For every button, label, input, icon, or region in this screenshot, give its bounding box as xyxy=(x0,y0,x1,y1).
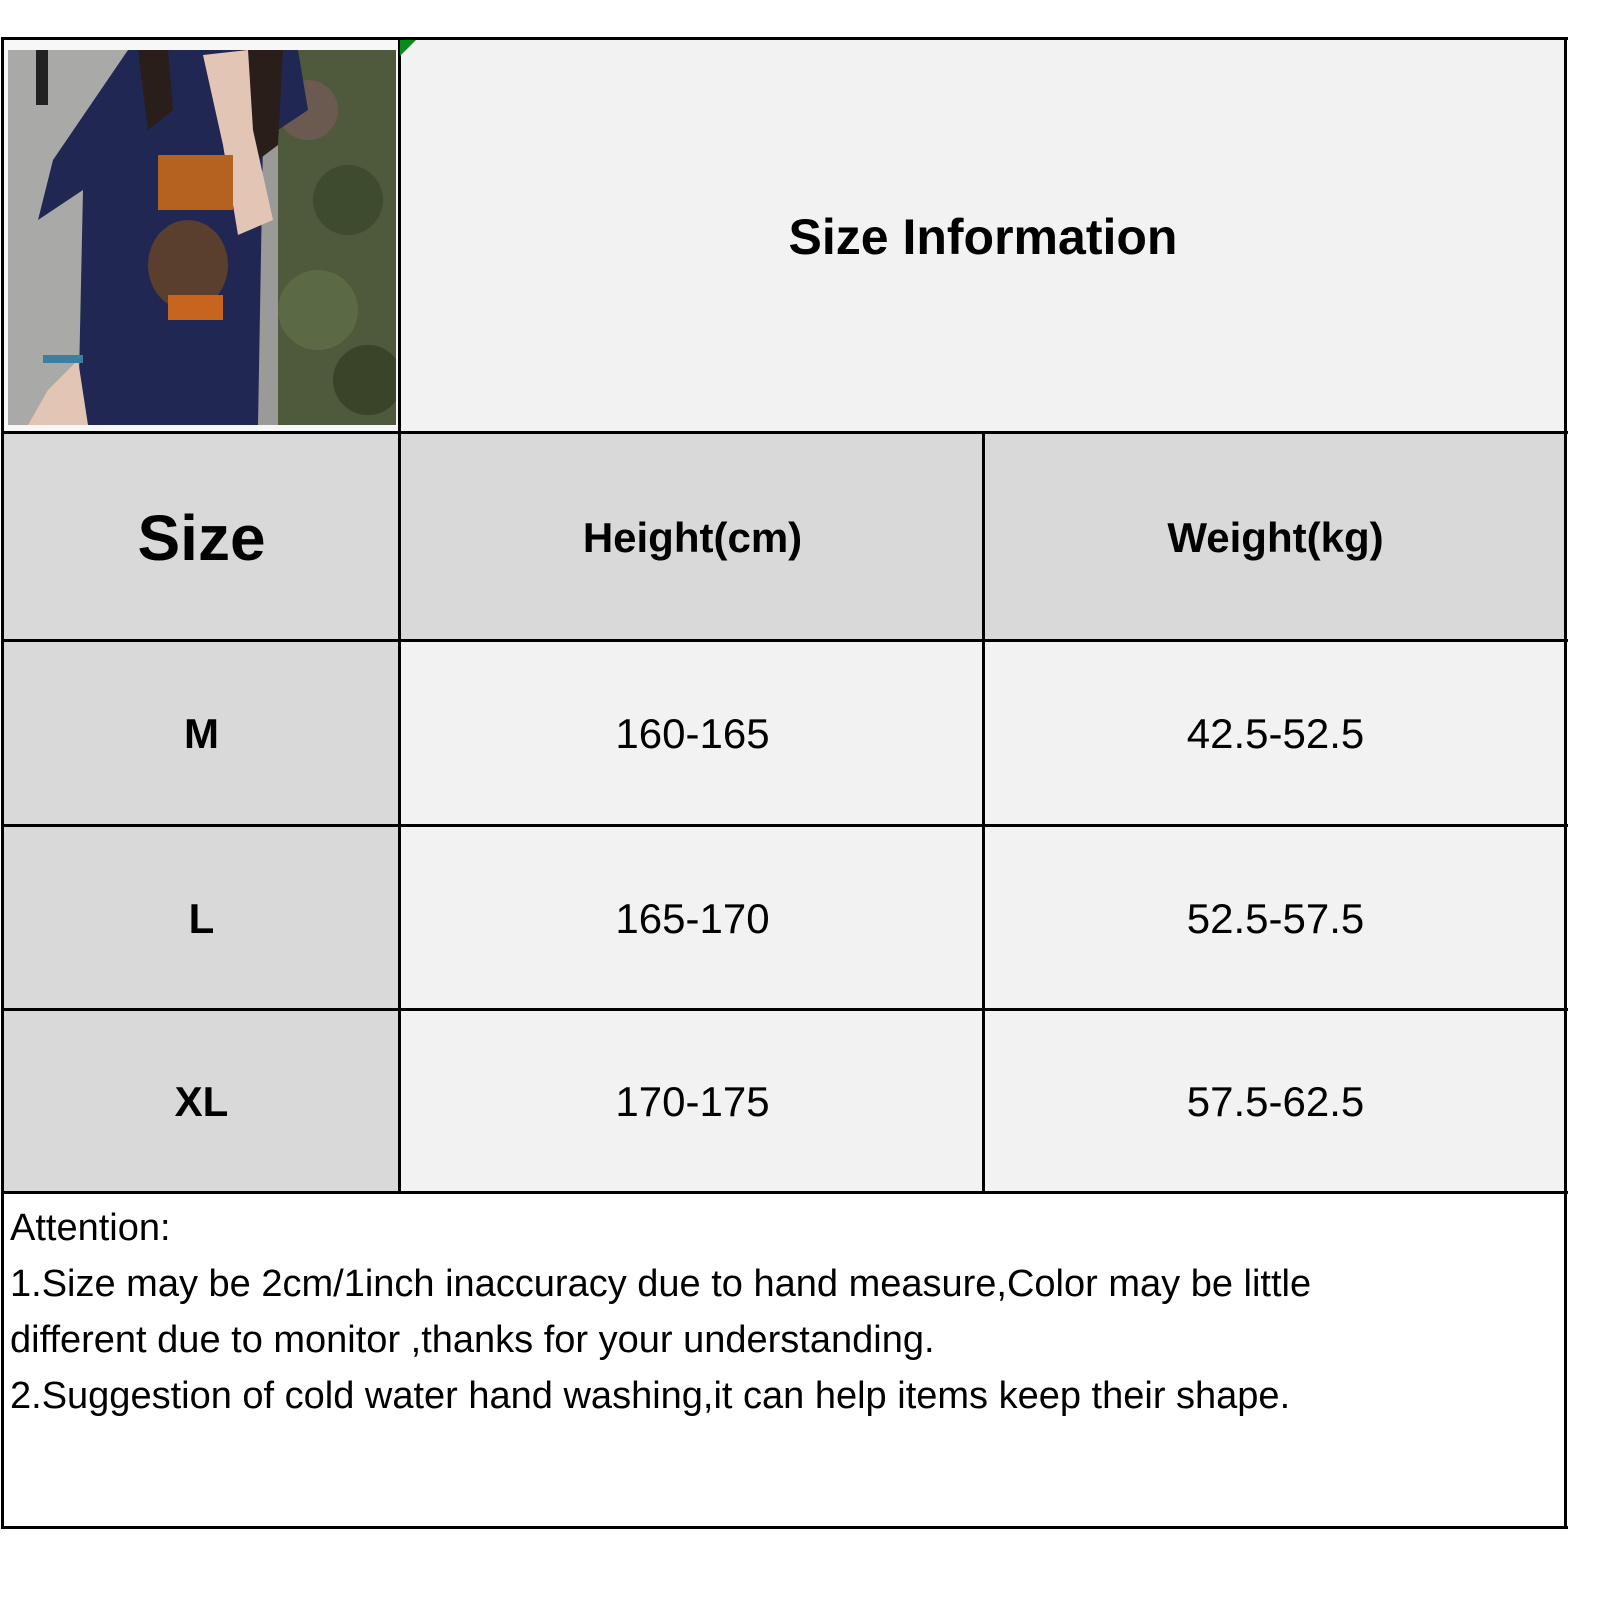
table-row-size: XL xyxy=(3,1011,400,1193)
table-row-size: M xyxy=(3,642,400,826)
divider xyxy=(1,639,1568,642)
page-title: Size Information xyxy=(788,208,1178,265)
divider xyxy=(1,1008,1568,1011)
height-value: 170-175 xyxy=(615,1078,770,1125)
divider xyxy=(1564,37,1567,1529)
divider xyxy=(1,431,1568,434)
divider xyxy=(398,37,401,1194)
header-size: Size xyxy=(3,434,400,641)
table-cell-weight: 52.5-57.5 xyxy=(985,827,1566,1010)
height-value: 160-165 xyxy=(615,710,770,757)
note-line: different due to monitor ,thanks for you… xyxy=(10,1319,935,1361)
weight-value: 52.5-57.5 xyxy=(1186,894,1365,942)
weight-value: 57.5-62.5 xyxy=(1186,1078,1365,1125)
note-line: 2.Suggestion of cold water hand washing,… xyxy=(10,1375,1291,1417)
size-value: XL xyxy=(174,1078,229,1125)
divider xyxy=(1,37,1568,40)
divider xyxy=(982,431,985,1194)
header-size-label: Size xyxy=(137,501,266,574)
divider xyxy=(1,37,4,1529)
cell-comment-marker-icon xyxy=(400,40,416,56)
table-cell-height: 160-165 xyxy=(401,642,984,826)
divider xyxy=(1,1191,1568,1194)
size-value: L xyxy=(188,894,215,942)
table-row-size: L xyxy=(3,827,400,1010)
table-cell-height: 165-170 xyxy=(401,827,984,1010)
notes-heading: Attention: xyxy=(10,1207,171,1249)
header-height-label: Height(cm) xyxy=(582,513,803,561)
table-cell-weight: 57.5-62.5 xyxy=(985,1011,1566,1193)
weight-value: 42.5-52.5 xyxy=(1186,710,1365,757)
height-value: 165-170 xyxy=(615,894,770,942)
size-value: M xyxy=(184,710,219,757)
table-cell-weight: 42.5-52.5 xyxy=(985,642,1566,826)
header-height: Height(cm) xyxy=(401,434,984,641)
note-line: 1.Size may be 2cm/1inch inaccuracy due t… xyxy=(10,1263,1312,1305)
divider xyxy=(1,824,1568,827)
product-photo xyxy=(8,50,396,425)
table-cell-height: 170-175 xyxy=(401,1011,984,1193)
title-cell: Size Information xyxy=(400,40,1566,433)
attention-notes: Attention: 1.Size may be 2cm/1inch inacc… xyxy=(10,1200,1560,1424)
divider xyxy=(1,1526,1568,1529)
header-weight: Weight(kg) xyxy=(985,434,1566,641)
header-weight-label: Weight(kg) xyxy=(1167,513,1384,561)
